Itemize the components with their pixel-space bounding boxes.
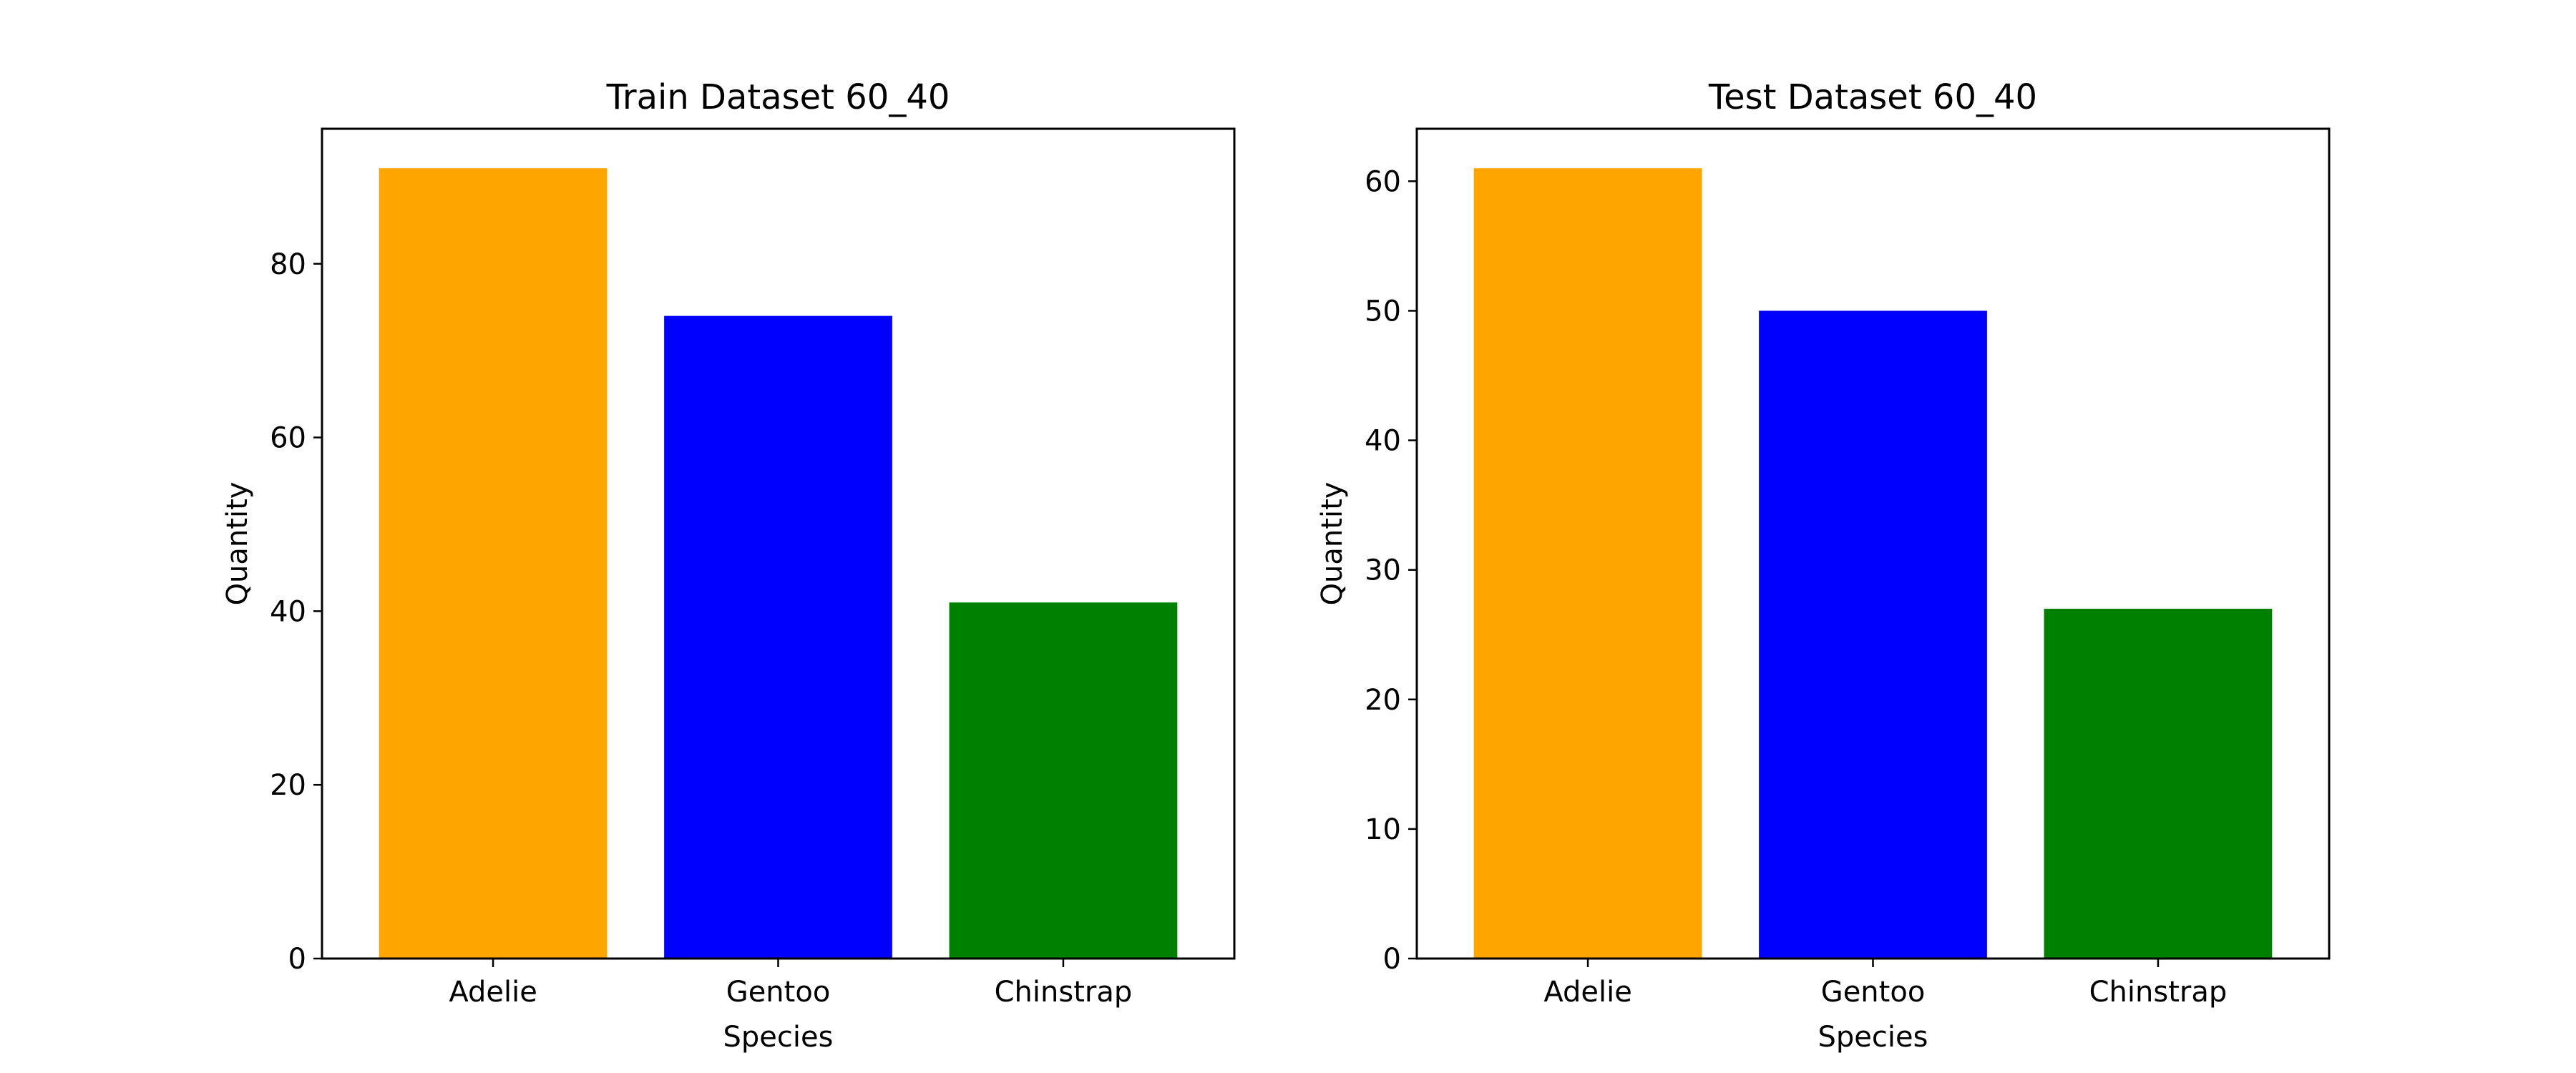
test-chart-title: Test Dataset 60_40 [1708, 77, 2037, 117]
test-x-tick-label: Gentoo [1821, 976, 1926, 1009]
train-y-tick-label: 60 [270, 422, 306, 455]
test-y-tick-label: 50 [1365, 295, 1401, 328]
test-y-tick-label: 0 [1383, 943, 1401, 976]
test-x-axis-label: Species [1818, 1021, 1928, 1054]
test-y-tick-label: 40 [1365, 425, 1401, 458]
train-chart-title: Train Dataset 60_40 [606, 77, 950, 117]
test-x-tick-label: Adelie [1543, 976, 1632, 1009]
test-x-tick-label: Chinstrap [2089, 976, 2228, 1009]
train-bars [379, 168, 1178, 959]
test-y-tick-label: 10 [1365, 813, 1401, 846]
test-bar-adelie [1473, 168, 1702, 959]
train-y-tick-label: 0 [288, 943, 306, 976]
test-chart: Test Dataset 60_40 Adelie Gentoo Chinstrap… [1316, 77, 2331, 1054]
train-x-tick-label: Chinstrap [995, 976, 1133, 1009]
train-chart: Train Dataset 60_40 Adelie Gentoo Chinstra… [221, 77, 1236, 1054]
train-x-tick-label: Gentoo [726, 976, 831, 1009]
train-y-tick-label: 20 [270, 769, 306, 802]
train-x-tick-label: Adelie [449, 976, 537, 1009]
train-bar-gentoo [664, 315, 892, 959]
train-axes-frame [321, 127, 1236, 960]
test-bars [1473, 168, 2273, 959]
train-y-axis-label: Quantity [221, 482, 254, 606]
test-bar-gentoo [1759, 310, 1987, 959]
train-x-ticks: Adelie Gentoo Chinstrap [449, 959, 1132, 1009]
test-y-tick-label: 20 [1365, 684, 1401, 717]
test-y-ticks: 0 10 20 30 40 50 60 [1365, 165, 1417, 976]
train-y-ticks: 0 20 40 60 80 [270, 248, 322, 976]
test-x-ticks: Adelie Gentoo Chinstrap [1543, 959, 2227, 1009]
test-y-axis-label: Quantity [1316, 482, 1349, 606]
train-bar-chinstrap [949, 602, 1178, 959]
test-y-tick-label: 60 [1365, 165, 1401, 198]
train-bar-adelie [379, 168, 608, 959]
test-axes-frame [1415, 127, 2331, 960]
test-bar-chinstrap [2044, 609, 2273, 959]
train-y-tick-label: 40 [270, 595, 306, 628]
train-y-tick-label: 80 [270, 248, 306, 281]
train-x-axis-label: Species [723, 1021, 834, 1054]
test-y-tick-label: 30 [1365, 554, 1401, 587]
